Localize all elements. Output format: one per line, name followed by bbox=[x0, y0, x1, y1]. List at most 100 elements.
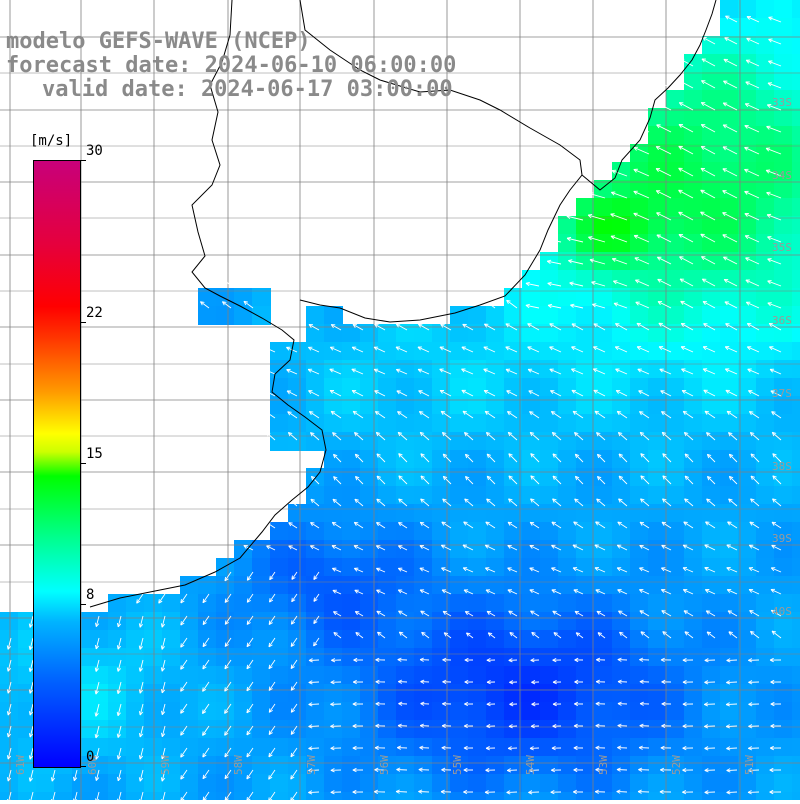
wind-speed-cell bbox=[252, 558, 271, 577]
wind-speed-cell bbox=[540, 378, 559, 397]
wind-speed-cell bbox=[360, 594, 379, 613]
wind-speed-cell bbox=[594, 306, 613, 325]
wind-speed-cell bbox=[324, 756, 343, 775]
wind-speed-cell bbox=[792, 666, 800, 685]
wind-speed-cell bbox=[126, 612, 145, 631]
wind-speed-cell bbox=[54, 774, 73, 793]
wind-speed-cell bbox=[756, 486, 775, 505]
wind-speed-cell bbox=[144, 630, 163, 649]
wind-speed-cell bbox=[774, 126, 793, 145]
wind-speed-cell bbox=[378, 720, 397, 739]
wind-speed-cell bbox=[486, 450, 505, 469]
wind-speed-cell bbox=[234, 540, 253, 559]
wind-speed-cell bbox=[630, 306, 649, 325]
wind-speed-cell bbox=[144, 612, 163, 631]
wind-speed-cell bbox=[738, 414, 757, 433]
wind-speed-cell bbox=[666, 702, 685, 721]
wind-speed-cell bbox=[774, 684, 793, 703]
wind-speed-cell bbox=[720, 648, 739, 667]
wind-speed-cell bbox=[324, 576, 343, 595]
wind-speed-cell bbox=[414, 342, 433, 361]
wind-speed-cell bbox=[684, 612, 703, 631]
wind-speed-cell bbox=[90, 774, 109, 793]
wind-speed-cell bbox=[324, 612, 343, 631]
wind-speed-cell bbox=[414, 486, 433, 505]
wind-speed-cell bbox=[378, 432, 397, 451]
wind-speed-cell bbox=[180, 594, 199, 613]
wind-speed-cell bbox=[702, 522, 721, 541]
wind-speed-cell bbox=[594, 702, 613, 721]
wind-speed-cell bbox=[270, 684, 289, 703]
wind-speed-cell bbox=[522, 774, 541, 793]
wind-speed-cell bbox=[252, 738, 271, 757]
wind-speed-cell bbox=[648, 648, 667, 667]
wind-speed-cell bbox=[702, 450, 721, 469]
wind-speed-cell bbox=[558, 720, 577, 739]
wind-speed-cell bbox=[396, 504, 415, 523]
wind-speed-cell bbox=[720, 720, 739, 739]
longitude-label: 55W bbox=[451, 755, 464, 775]
wind-speed-cell bbox=[720, 54, 739, 73]
wind-speed-cell bbox=[252, 612, 271, 631]
wind-speed-cell bbox=[774, 504, 793, 523]
wind-speed-cell bbox=[378, 612, 397, 631]
wind-speed-cell bbox=[432, 576, 451, 595]
longitude-label: 53W bbox=[597, 755, 610, 775]
wind-speed-cell bbox=[738, 18, 757, 37]
wind-speed-cell bbox=[324, 720, 343, 739]
wind-speed-cell bbox=[684, 774, 703, 793]
wind-speed-cell bbox=[144, 720, 163, 739]
wind-speed-cell bbox=[630, 180, 649, 199]
wind-speed-cell bbox=[252, 774, 271, 793]
wind-speed-cell bbox=[468, 486, 487, 505]
wind-speed-cell bbox=[486, 576, 505, 595]
wind-speed-cell bbox=[648, 378, 667, 397]
wind-speed-cell bbox=[450, 396, 469, 415]
wind-speed-cell bbox=[90, 630, 109, 649]
wind-speed-cell bbox=[540, 270, 559, 289]
wind-speed-cell bbox=[738, 198, 757, 217]
wind-speed-cell bbox=[450, 432, 469, 451]
wind-speed-cell bbox=[486, 720, 505, 739]
wind-speed-cell bbox=[306, 504, 325, 523]
wind-speed-cell bbox=[126, 738, 145, 757]
wind-speed-cell bbox=[684, 702, 703, 721]
wind-speed-cell bbox=[252, 756, 271, 775]
wind-speed-cell bbox=[396, 648, 415, 667]
wind-speed-cell bbox=[342, 702, 361, 721]
wind-speed-cell bbox=[540, 306, 559, 325]
wind-speed-cell bbox=[306, 648, 325, 667]
wind-speed-cell bbox=[180, 756, 199, 775]
wind-speed-cell bbox=[450, 630, 469, 649]
wind-speed-cell bbox=[414, 540, 433, 559]
wind-speed-cell bbox=[414, 558, 433, 577]
wind-speed-cell bbox=[630, 486, 649, 505]
wind-speed-cell bbox=[558, 306, 577, 325]
wind-speed-cell bbox=[324, 738, 343, 757]
wind-speed-cell bbox=[684, 450, 703, 469]
wind-speed-cell bbox=[342, 612, 361, 631]
wind-arrow bbox=[634, 126, 649, 132]
wind-speed-cell bbox=[252, 594, 271, 613]
wind-speed-cell bbox=[702, 396, 721, 415]
wind-speed-cell bbox=[666, 306, 685, 325]
wind-speed-cell bbox=[594, 576, 613, 595]
wind-speed-cell bbox=[468, 306, 487, 325]
wind-speed-cell bbox=[702, 306, 721, 325]
wind-speed-cell bbox=[432, 720, 451, 739]
wind-speed-cell bbox=[360, 648, 379, 667]
wind-speed-cell bbox=[306, 720, 325, 739]
wind-speed-cell bbox=[612, 306, 631, 325]
wind-speed-cell bbox=[774, 0, 793, 19]
wind-speed-cell bbox=[216, 648, 235, 667]
wind-speed-cell bbox=[396, 756, 415, 775]
wind-speed-cell bbox=[792, 360, 800, 379]
wind-speed-cell bbox=[558, 594, 577, 613]
wind-speed-cell bbox=[756, 630, 775, 649]
wind-speed-cell bbox=[144, 792, 163, 800]
wind-speed-cell bbox=[198, 648, 217, 667]
wind-speed-cell bbox=[756, 108, 775, 127]
wind-speed-cell bbox=[306, 684, 325, 703]
wind-speed-cell bbox=[576, 396, 595, 415]
wind-speed-cell bbox=[702, 486, 721, 505]
